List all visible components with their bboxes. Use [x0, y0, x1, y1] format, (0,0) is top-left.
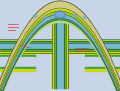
- Polygon shape: [68, 39, 120, 41]
- Polygon shape: [54, 11, 66, 18]
- Polygon shape: [10, 0, 13, 37]
- Polygon shape: [0, 67, 35, 69]
- Polygon shape: [0, 11, 120, 91]
- Polygon shape: [0, 41, 52, 43]
- Polygon shape: [0, 8, 120, 90]
- Polygon shape: [0, 55, 35, 57]
- Polygon shape: [113, 0, 120, 37]
- Polygon shape: [56, 20, 64, 88]
- Polygon shape: [0, 57, 35, 67]
- Polygon shape: [110, 0, 113, 37]
- Polygon shape: [68, 51, 120, 53]
- Polygon shape: [52, 20, 54, 88]
- Polygon shape: [13, 0, 17, 37]
- Polygon shape: [0, 14, 120, 91]
- Polygon shape: [17, 0, 19, 37]
- Polygon shape: [85, 69, 120, 71]
- Polygon shape: [0, 18, 120, 91]
- Polygon shape: [66, 20, 68, 88]
- Polygon shape: [0, 20, 120, 91]
- Polygon shape: [0, 8, 120, 90]
- Polygon shape: [33, 14, 36, 17]
- Polygon shape: [0, 49, 52, 51]
- Polygon shape: [0, 0, 52, 39]
- Polygon shape: [0, 1, 120, 87]
- Polygon shape: [0, 20, 120, 91]
- Polygon shape: [84, 16, 86, 18]
- Polygon shape: [68, 0, 120, 39]
- Polygon shape: [0, 53, 35, 55]
- Polygon shape: [64, 20, 66, 88]
- Polygon shape: [0, 23, 52, 39]
- Polygon shape: [85, 55, 120, 57]
- Polygon shape: [44, 16, 46, 18]
- Polygon shape: [68, 41, 120, 43]
- Polygon shape: [74, 14, 77, 17]
- Polygon shape: [103, 0, 107, 37]
- Polygon shape: [54, 20, 56, 88]
- Polygon shape: [0, 18, 120, 91]
- Polygon shape: [85, 53, 120, 55]
- Polygon shape: [0, 1, 120, 87]
- Polygon shape: [7, 0, 10, 37]
- Polygon shape: [0, 14, 120, 91]
- Polygon shape: [0, 39, 52, 41]
- Polygon shape: [85, 67, 120, 69]
- Polygon shape: [68, 23, 120, 39]
- Polygon shape: [0, 43, 52, 49]
- Polygon shape: [107, 0, 110, 37]
- Polygon shape: [56, 10, 65, 17]
- Polygon shape: [85, 57, 120, 67]
- Polygon shape: [68, 43, 120, 49]
- Polygon shape: [101, 0, 103, 37]
- Polygon shape: [68, 49, 120, 51]
- Polygon shape: [0, 51, 52, 53]
- Polygon shape: [0, 69, 35, 71]
- Polygon shape: [0, 11, 120, 91]
- Polygon shape: [0, 0, 7, 37]
